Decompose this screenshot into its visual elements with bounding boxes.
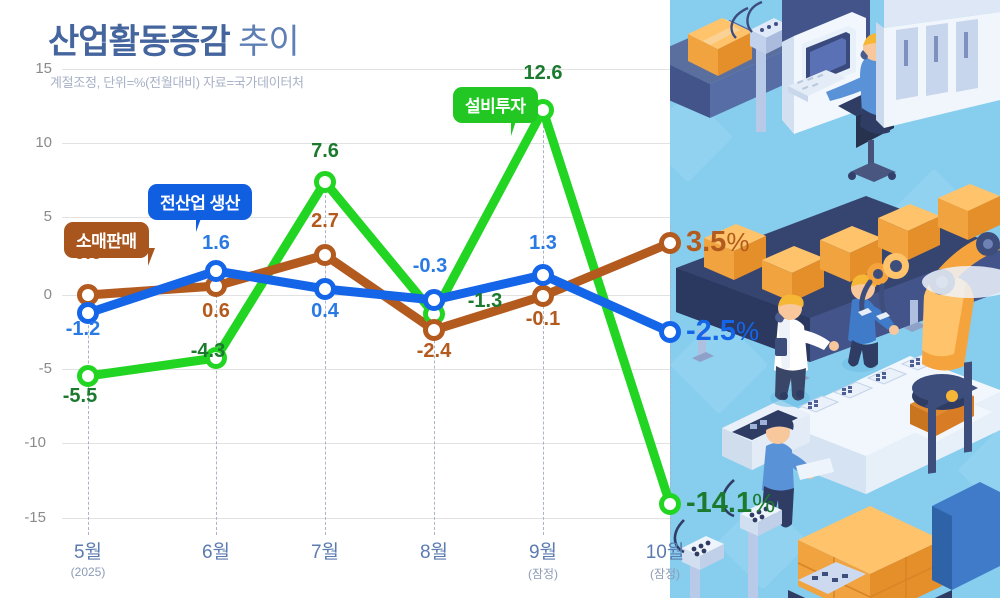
legend-badge-facility-label: 설비투자	[465, 97, 526, 116]
cardboard-box-icon	[762, 246, 824, 302]
legend-badge-production[interactable]: 전산업 생산	[148, 184, 252, 232]
x-axis-tick-sub: (2025)	[70, 565, 106, 579]
gridline	[62, 69, 670, 70]
data-label-facility: -5.5	[62, 385, 98, 407]
sensor-post-icon	[673, 519, 724, 598]
data-label-facility: -1.3	[467, 290, 503, 312]
x-axis-tick-label: 9월	[528, 542, 558, 563]
control-pad-icon	[798, 562, 866, 594]
series-markers-retail	[77, 232, 681, 341]
series-line-facility	[83, 105, 675, 509]
y-axis-tick: -10	[24, 434, 46, 451]
category-dash-line	[543, 110, 544, 535]
end-label-retail-value: 3.5	[686, 226, 727, 258]
cardboard-box-icon	[938, 184, 1000, 240]
badge-tail-icon	[148, 248, 155, 266]
end-label-production: -2.5%	[686, 315, 759, 348]
gridline	[62, 369, 670, 370]
x-axis-tick-october: 10월 (잠정)	[620, 537, 710, 582]
data-label-production: 0.4	[311, 300, 339, 322]
percent-symbol: %	[752, 488, 776, 518]
y-axis-tick: -5	[38, 360, 52, 377]
forklift-icon	[924, 361, 1000, 590]
legend-badge-facility[interactable]: 설비투자	[453, 87, 538, 136]
data-label-retail: 2.7	[311, 210, 339, 232]
y-axis-tick: -15	[24, 509, 46, 526]
data-label-retail: 0.6	[202, 300, 230, 322]
x-axis-tick-may: 5월 (2025)	[43, 537, 133, 579]
x-axis-tick-label: 8월	[419, 542, 449, 563]
x-axis-tick-sub: (잠정)	[649, 567, 681, 581]
machine-pillar-icon	[730, 0, 790, 132]
series-markers-facility	[77, 99, 681, 515]
factory-scene-svg	[670, 0, 1000, 598]
badge-tail-icon	[196, 210, 212, 232]
cardboard-box-icon	[704, 224, 766, 280]
page-title: 산업활동증감 추이	[48, 14, 300, 63]
data-label-production: 1.3	[529, 232, 557, 254]
gridline	[62, 217, 670, 218]
series-markers-production	[77, 260, 681, 343]
x-axis-tick-label: 7월	[310, 542, 340, 563]
x-axis-tick-june: 6월	[171, 537, 261, 565]
x-axis-tick-label: 6월	[201, 542, 231, 563]
data-label-production: -0.3	[412, 255, 448, 277]
factory-illustration-panel	[670, 0, 1000, 598]
x-axis-tick-july: 7월	[280, 537, 370, 565]
equipment-cabinet-icon	[876, 0, 1000, 128]
x-axis-tick-sub: (잠정)	[527, 567, 559, 581]
legend-badge-retail-label: 소매판매	[76, 232, 137, 251]
lab-worker-icon	[770, 294, 839, 407]
sensor-post-icon	[721, 479, 782, 598]
cardboard-box-icon	[878, 204, 940, 260]
x-axis-tick-label: 5월	[73, 542, 103, 563]
data-label-facility: 7.6	[311, 140, 339, 162]
end-label-retail: 3.5%	[686, 226, 749, 259]
gridline	[62, 518, 670, 519]
floor-highlight-icon	[922, 266, 1000, 298]
category-dash-line	[216, 295, 217, 535]
data-label-facility: -4.3	[190, 340, 226, 362]
x-axis-tick-august: 8월	[389, 537, 479, 565]
x-axis-tick-label: 10월	[645, 542, 685, 563]
page-title-light: 추이	[229, 23, 300, 61]
category-dash-line	[434, 295, 435, 535]
end-label-facility-value: -14.1	[686, 487, 753, 519]
gridline	[62, 443, 670, 444]
page-title-bold: 산업활동증감	[48, 23, 231, 61]
data-label-facility: 12.6	[523, 62, 563, 84]
data-label-retail: -2.4	[416, 340, 452, 362]
cardboard-box-icon	[820, 226, 882, 282]
data-label-retail: -0.1	[525, 308, 561, 330]
category-dash-line	[325, 185, 326, 535]
y-axis-tick: 0	[43, 286, 52, 303]
control-console-icon	[782, 0, 870, 134]
percent-symbol: %	[735, 316, 760, 346]
series-line-production	[83, 266, 675, 337]
legend-badge-production-label: 전산업 생산	[160, 194, 240, 213]
data-label-production: -1.2	[65, 318, 101, 340]
data-label-production: 1.6	[202, 232, 230, 254]
x-axis-tick-september: 9월 (잠정)	[498, 537, 588, 582]
category-dash-line	[670, 225, 671, 535]
page-subtitle: 계절조정, 단위=%(전월대비) 자료=국가데이터처	[50, 75, 304, 90]
percent-symbol: %	[726, 227, 750, 257]
y-axis-tick: 5	[43, 208, 52, 225]
y-axis-tick: 10	[35, 134, 52, 151]
category-dash-line	[88, 295, 89, 535]
y-axis-tick: 15	[35, 60, 52, 77]
end-label-production-value: -2.5	[686, 315, 736, 347]
legend-badge-retail[interactable]: 소매판매	[64, 222, 155, 266]
gridline	[62, 143, 670, 144]
end-label-facility: -14.1%	[686, 487, 775, 520]
badge-tail-icon	[511, 112, 527, 136]
